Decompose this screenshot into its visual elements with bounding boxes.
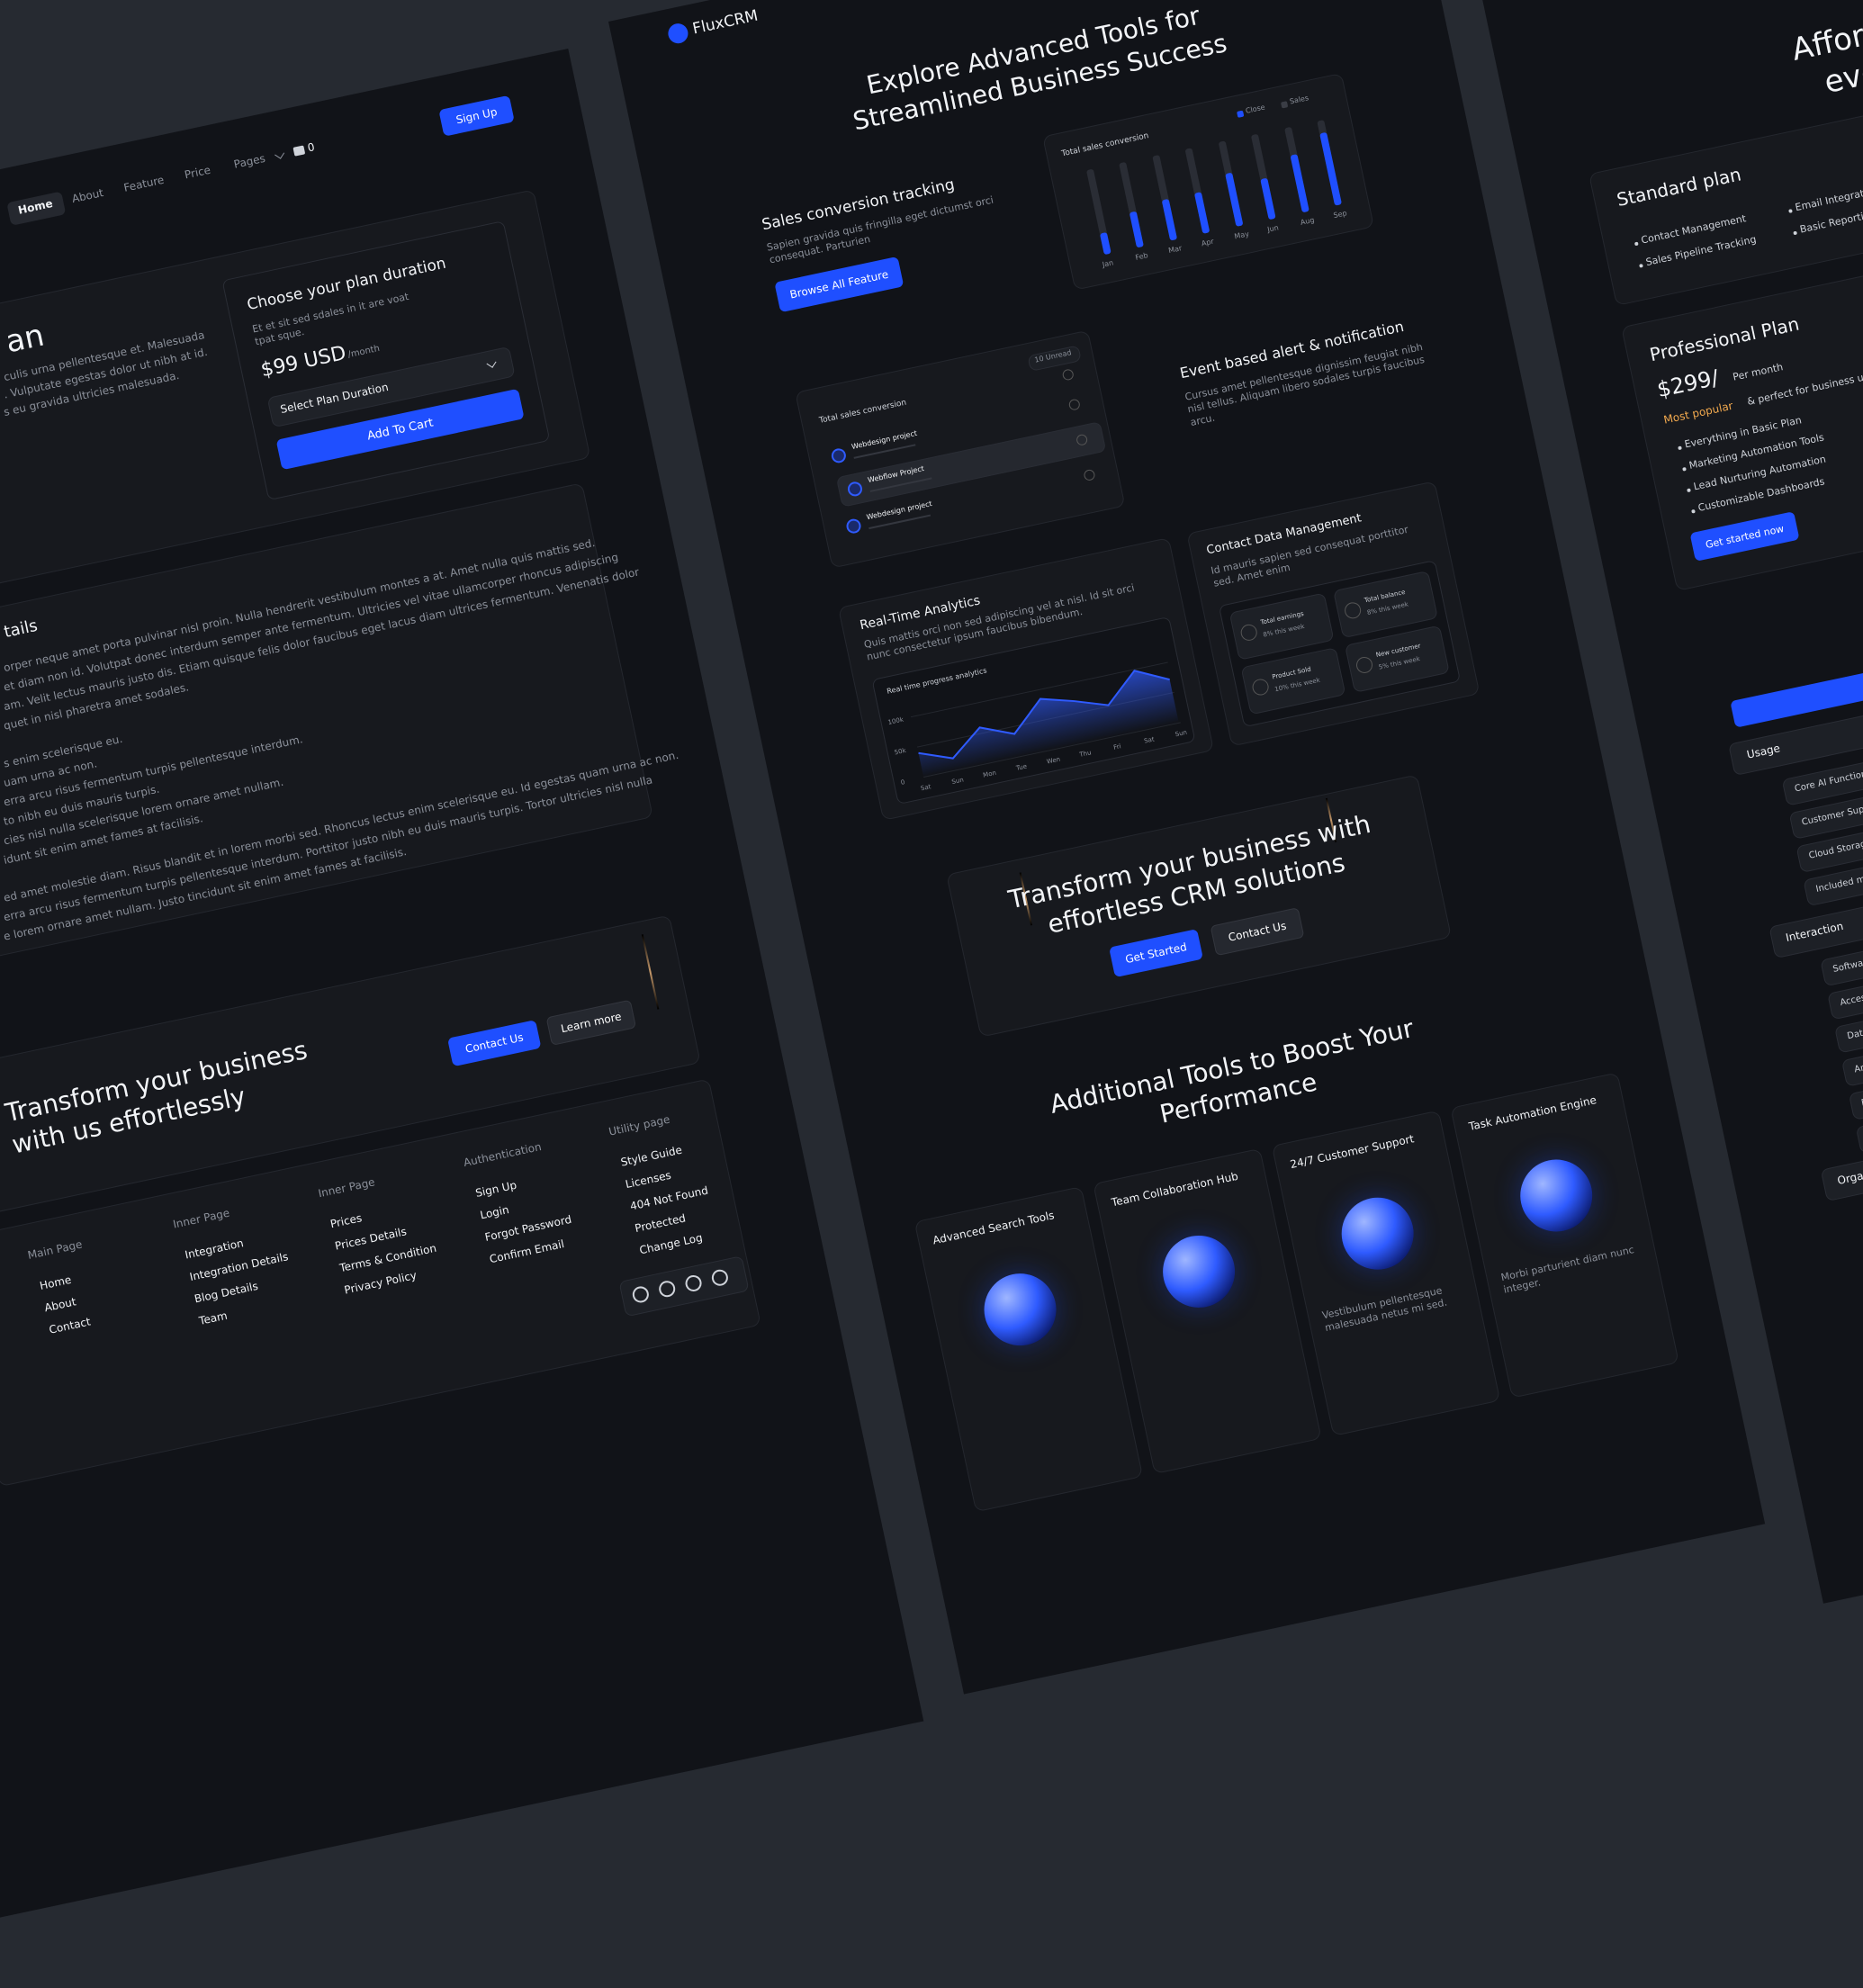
x-tick-label: Sun	[951, 776, 965, 786]
line	[918, 670, 1170, 760]
y-tick-label: 0	[900, 778, 905, 787]
area-chart-svg: 0 50k 100k Sat Sun Mon Tue Wen Thu Fri Sat Sun	[887, 661, 1188, 792]
x-tick-label: Wen	[1046, 756, 1061, 766]
x-tick-label: Fri	[1113, 742, 1122, 751]
y-tick-label: 50k	[894, 747, 907, 757]
x-tick-label: Sat	[920, 783, 932, 792]
area	[918, 670, 1179, 778]
area-chart: 0 50k 100k Sat Sun Mon Tue Wen Thu Fri Sat Sun	[882, 641, 1190, 800]
grid-line	[910, 661, 1168, 718]
page: Home About Feature Price Pages 0 Sign Up an culi…	[0, 0, 1863, 1918]
x-tick-label: Tue	[1014, 763, 1027, 773]
plan-heading: an	[2, 317, 48, 361]
x-tick-label: Mon	[983, 769, 997, 779]
y-tick-label: 100k	[887, 715, 905, 726]
legend-swatch	[1237, 110, 1245, 118]
legend-swatch	[1280, 101, 1289, 109]
x-tick-label: Sat	[1143, 735, 1155, 744]
x-tick-label: Sun	[1174, 729, 1188, 739]
x-tick-label: Thu	[1078, 749, 1093, 759]
